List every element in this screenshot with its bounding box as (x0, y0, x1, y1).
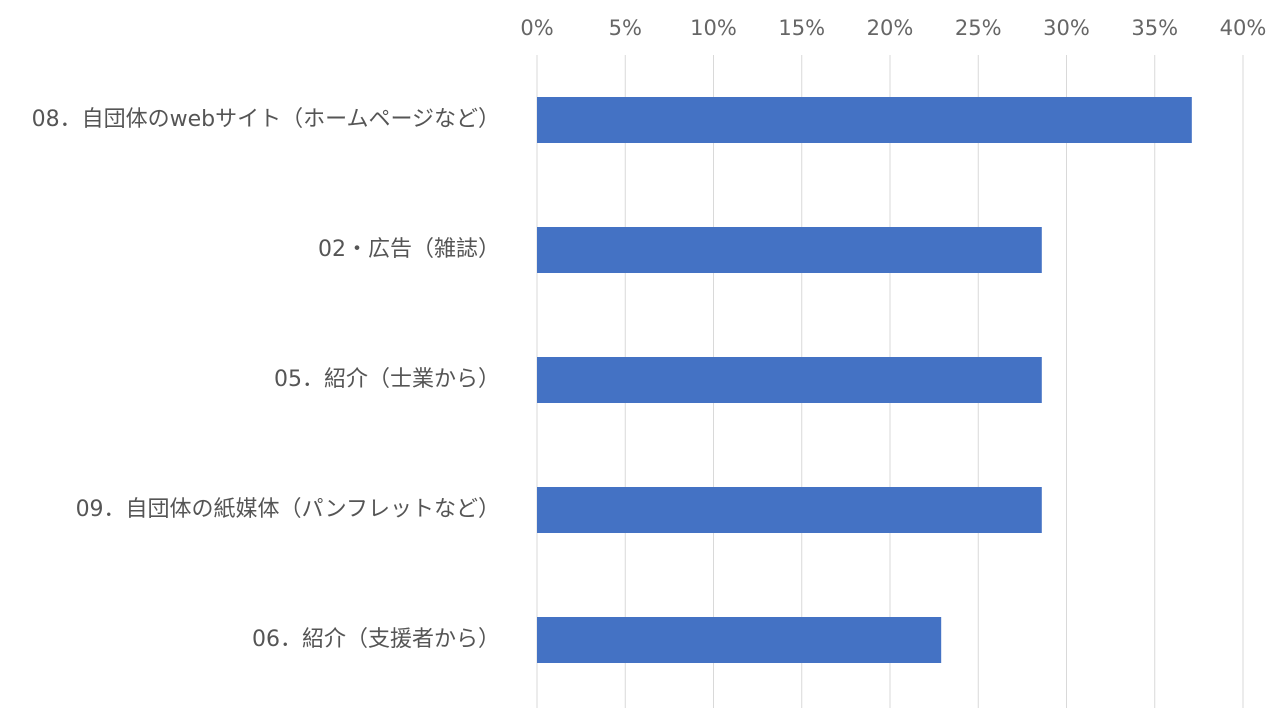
x-tick-label: 0% (520, 16, 553, 40)
bar (537, 227, 1042, 273)
x-tick-label: 35% (1131, 16, 1178, 40)
bar (537, 487, 1042, 533)
bar (537, 617, 942, 663)
x-axis-ticks: 0% 5% 10% 15% 20% 25% 30% 35% 40% (520, 16, 1266, 40)
category-label: 02・広告（雑誌） (318, 237, 500, 262)
category-label: 05．紹介（士業から） (274, 367, 500, 392)
x-tick-label: 25% (955, 16, 1002, 40)
x-tick-label: 20% (867, 16, 914, 40)
x-tick-label: 15% (778, 16, 825, 40)
bar (537, 97, 1192, 143)
category-labels: 08．自団体のwebサイト（ホームページなど） 02・広告（雑誌） 05．紹介（士業… (32, 107, 500, 652)
bars (537, 97, 1192, 663)
category-label: 08．自団体のwebサイト（ホームページなど） (32, 107, 500, 132)
category-label: 09．自団体の紙媒体（パンフレットなど） (76, 497, 500, 522)
x-tick-label: 30% (1043, 16, 1090, 40)
x-tick-label: 5% (609, 16, 642, 40)
x-tick-label: 10% (690, 16, 737, 40)
bar (537, 357, 1042, 403)
x-tick-label: 40% (1220, 16, 1267, 40)
category-label: 06．紹介（支援者から） (252, 627, 500, 652)
